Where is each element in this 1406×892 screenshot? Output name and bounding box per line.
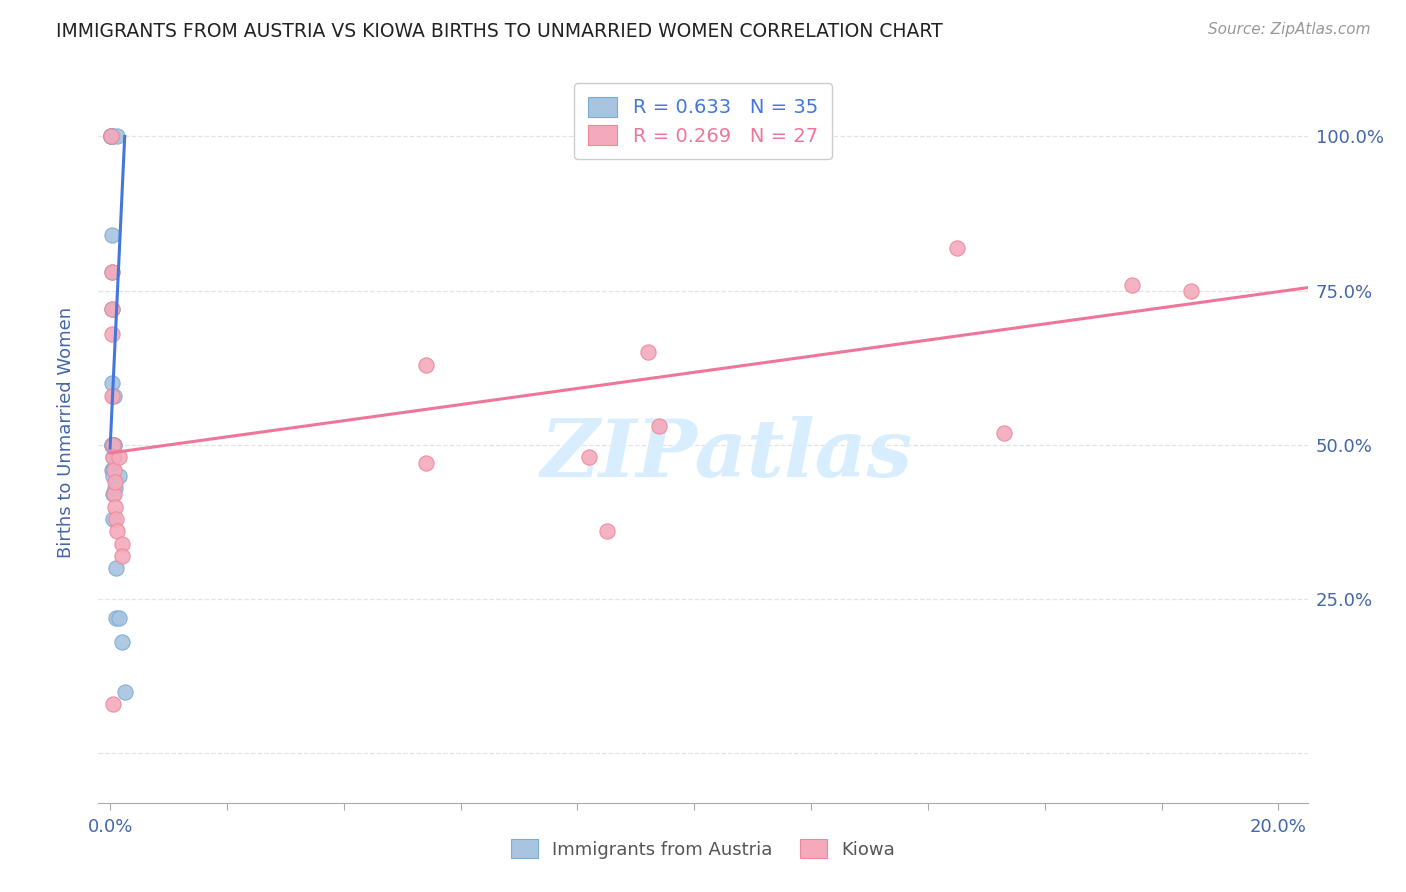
Point [946,240,969,255]
Point [104,561,127,575]
Point [114,685,136,699]
Point [104,475,127,489]
Point [101,438,124,452]
Text: Source: ZipAtlas.com: Source: ZipAtlas.com [1208,22,1371,37]
Legend: Immigrants from Austria, Kiowa: Immigrants from Austria, Kiowa [502,830,904,868]
Point [101,129,124,144]
Point [101,438,124,452]
Text: ZIPatlas: ZIPatlas [541,416,914,493]
Point [111,536,134,550]
Point [101,265,124,279]
Point [100,129,122,144]
Point [595,524,617,539]
Point [103,438,125,452]
Point [101,487,124,501]
Point [648,419,671,434]
Point [101,302,124,317]
Point [101,438,124,452]
Point [637,345,659,359]
Point [101,468,124,483]
Point [100,129,122,144]
Point [101,512,124,526]
Point [104,611,127,625]
Point [101,376,124,391]
Point [101,438,124,452]
Point [108,611,131,625]
Point [104,512,127,526]
Point [100,129,122,144]
Point [101,265,124,279]
Point [108,468,131,483]
Point [101,302,124,317]
Point [415,457,437,471]
Point [108,450,131,465]
Point [101,228,124,243]
Point [100,129,122,144]
Point [578,450,600,465]
Point [101,389,124,403]
Point [111,635,134,649]
Point [105,524,128,539]
Point [101,462,124,476]
Point [101,462,124,476]
Point [103,389,125,403]
Point [111,549,134,563]
Point [101,438,124,452]
Point [104,500,127,514]
Point [100,129,122,144]
Point [100,129,122,144]
Point [104,481,127,495]
Point [105,129,128,144]
Point [101,450,124,465]
Point [103,450,125,465]
Point [993,425,1015,440]
Point [101,697,124,711]
Text: IMMIGRANTS FROM AUSTRIA VS KIOWA BIRTHS TO UNMARRIED WOMEN CORRELATION CHART: IMMIGRANTS FROM AUSTRIA VS KIOWA BIRTHS … [56,22,943,41]
Point [1180,284,1202,298]
Point [101,450,124,465]
Y-axis label: Births to Unmarried Women: Births to Unmarried Women [56,307,75,558]
Point [101,326,124,341]
Point [103,462,125,476]
Point [415,358,437,372]
Point [103,438,125,452]
Point [101,129,124,144]
Point [1121,277,1143,292]
Point [103,487,125,501]
Point [101,129,124,144]
Point [100,129,122,144]
